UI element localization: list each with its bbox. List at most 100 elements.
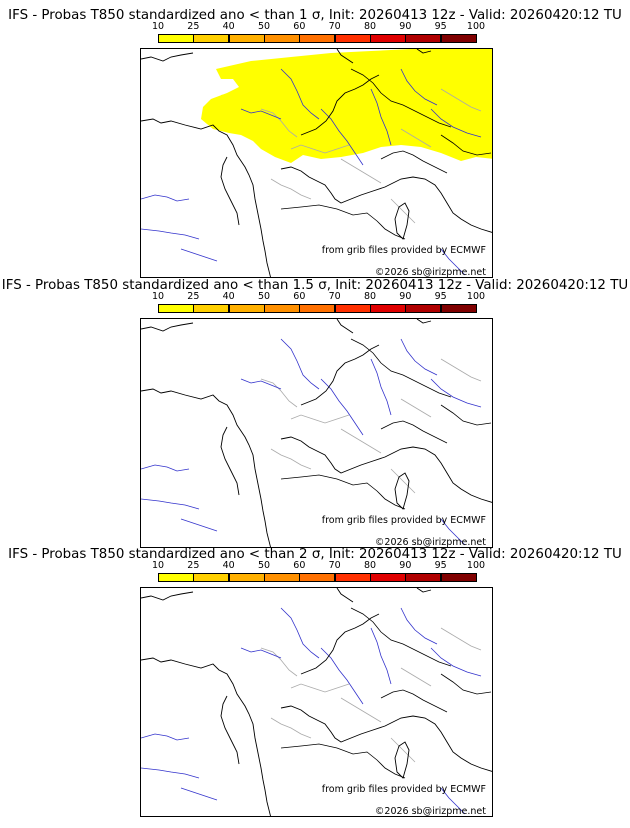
coastline [220,695,240,765]
colorbar-tick-label: 100 [466,21,486,32]
probability-map: from grib files provided by ECMWF ©2026 … [140,48,493,278]
colorbar-tick-label: 80 [363,560,377,571]
river-line [240,647,282,659]
colorbar-tick-label: 80 [363,21,377,32]
river-line [280,607,320,659]
coastline [280,166,492,233]
colorbar-swatch [228,34,265,43]
colorbar-tick-label: 100 [466,560,486,571]
colorbar-swatch [264,34,300,43]
region-border-line [270,178,312,200]
colorbar-swatch [370,34,406,43]
probability-map: from grib files provided by ECMWF ©2026 … [140,318,493,548]
river-line [370,627,392,685]
river-line [370,358,392,416]
country-border-line [350,68,452,128]
river-line [240,108,282,120]
region-border-line [270,717,312,739]
probability-map: from grib files provided by ECMWF ©2026 … [140,587,493,817]
colorbar-swatch [334,304,371,313]
colorbar-tick-label: 40 [222,291,235,302]
river-line [180,787,218,801]
river-line [400,338,438,376]
region-border-line [290,144,350,154]
colorbar-swatch [264,304,300,313]
colorbar-swatch [440,304,477,313]
colorbar-swatch [158,573,194,582]
map-panel-2: IFS - Probas T850 standardized ano < tha… [0,278,630,548]
island-outline [394,741,410,779]
colorbar-tick-label: 25 [187,291,200,302]
colorbar-swatch [193,304,230,313]
country-border-line [280,204,406,240]
river-line [180,518,218,532]
country-border-line [280,474,406,510]
colorbar-tick-label: 95 [434,560,447,571]
colorbar-tick-label: 60 [293,560,306,571]
colorbar-tick-label: 60 [293,21,306,32]
river-line [141,194,190,202]
region-border-line [440,627,482,651]
colorbar-tick-label: 25 [187,560,200,571]
region-border-line [340,428,382,454]
colorbar-swatch [405,304,442,313]
colorbar-swatch [299,34,336,43]
river-line [280,68,320,120]
colorbar-tick-label: 95 [434,21,447,32]
region-border-line [340,697,382,723]
colorbar-tick-label: 70 [328,21,341,32]
coastline [336,49,354,64]
coastline [416,49,432,54]
coastline [300,613,380,675]
panel-title: IFS - Probas T850 standardized ano < tha… [8,547,622,562]
coastline [220,156,240,226]
region-border-line [270,448,312,470]
river-line [440,787,466,815]
colorbar-tick-label: 90 [399,560,412,571]
coastline [416,588,432,593]
river-line [400,607,438,645]
colorbar-tick-label: 50 [257,291,271,302]
river-line [440,518,466,546]
credit-source: from grib files provided by ECMWF [321,784,486,795]
region-border-line [390,468,416,494]
region-border-line [260,378,298,408]
coastline [300,344,380,406]
colorbar-tick-label: 40 [222,560,235,571]
region-border-line [400,667,432,687]
colorbar-tick-label: 70 [328,560,341,571]
region-border-line [440,358,482,382]
colorbar: 10 25 40 50 60 70 80 90 95 100 [152,560,485,583]
country-border-line [440,134,492,156]
coastline [280,705,492,772]
river-line [370,88,392,146]
colorbar-tick-label: 90 [399,291,412,302]
river-line [141,228,200,240]
river-line [240,378,282,390]
colorbar-tick-label: 95 [434,291,447,302]
region-border-line [290,414,350,424]
colorbar-tick-label: 10 [151,560,165,571]
region-border-line [260,108,298,138]
country-border-line [380,420,448,444]
probability-area-yellow-east [441,133,492,155]
colorbar-tick-label: 10 [151,291,165,302]
region-border-line [340,158,382,184]
colorbar-swatch [264,573,300,582]
colorbar-tick-label: 80 [363,291,377,302]
colorbar-swatch [370,304,406,313]
colorbar-swatch [299,304,336,313]
colorbar-swatch [158,304,194,313]
coastline [141,52,194,62]
coastline [300,74,380,136]
probability-area-yellow-dot [225,105,233,111]
river-line [141,464,190,472]
country-border-line [380,150,448,174]
colorbar-tick-label: 10 [151,21,165,32]
coastline [220,426,240,496]
river-line [430,647,482,677]
colorbar: 10 25 40 50 60 70 80 90 95 100 [152,291,485,314]
river-line [280,338,320,390]
river-line [180,248,218,262]
region-border-line [390,737,416,763]
